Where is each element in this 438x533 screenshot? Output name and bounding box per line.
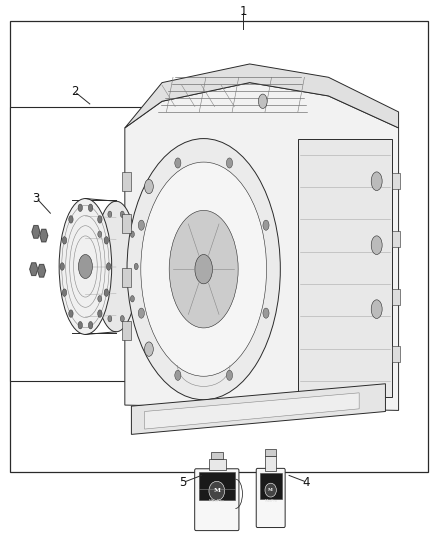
Ellipse shape	[263, 308, 269, 318]
Text: 2: 2	[71, 85, 78, 98]
Ellipse shape	[104, 289, 109, 296]
Ellipse shape	[175, 370, 181, 381]
Ellipse shape	[120, 211, 124, 217]
Text: MaxPro: MaxPro	[209, 499, 225, 504]
Ellipse shape	[88, 204, 93, 212]
Ellipse shape	[258, 94, 267, 109]
Ellipse shape	[98, 231, 102, 237]
Ellipse shape	[141, 162, 266, 376]
Polygon shape	[32, 225, 40, 238]
Ellipse shape	[145, 179, 153, 193]
Bar	[10, 21, 428, 472]
Text: 4: 4	[303, 477, 311, 489]
Ellipse shape	[108, 316, 112, 322]
Text: 5: 5	[180, 477, 187, 489]
Polygon shape	[40, 229, 48, 242]
Ellipse shape	[138, 220, 145, 230]
Ellipse shape	[138, 308, 145, 318]
Text: MaxPro: MaxPro	[264, 499, 277, 503]
Polygon shape	[38, 264, 46, 277]
Circle shape	[265, 483, 276, 497]
Bar	[122, 268, 131, 287]
Ellipse shape	[62, 289, 67, 296]
Ellipse shape	[78, 204, 82, 212]
Ellipse shape	[94, 201, 138, 332]
Ellipse shape	[88, 321, 93, 329]
Ellipse shape	[371, 236, 382, 255]
Ellipse shape	[60, 263, 64, 270]
Bar	[122, 214, 131, 233]
Ellipse shape	[169, 211, 238, 328]
Bar	[211, 452, 223, 458]
Bar	[265, 449, 276, 456]
Ellipse shape	[78, 255, 92, 279]
Ellipse shape	[371, 172, 382, 191]
Polygon shape	[30, 263, 38, 276]
Ellipse shape	[78, 321, 82, 329]
Ellipse shape	[127, 139, 280, 400]
Ellipse shape	[195, 255, 212, 284]
Ellipse shape	[120, 316, 124, 322]
Ellipse shape	[69, 216, 73, 223]
Bar	[199, 472, 235, 500]
Ellipse shape	[226, 158, 233, 168]
Ellipse shape	[62, 237, 67, 244]
Ellipse shape	[131, 296, 134, 302]
Bar	[392, 231, 400, 247]
Ellipse shape	[98, 216, 102, 223]
Text: 1: 1	[239, 5, 247, 18]
Ellipse shape	[106, 263, 111, 270]
Text: M: M	[268, 488, 273, 492]
Ellipse shape	[59, 199, 112, 335]
FancyBboxPatch shape	[256, 469, 285, 528]
Polygon shape	[131, 384, 385, 434]
Polygon shape	[125, 83, 399, 410]
Polygon shape	[145, 393, 359, 429]
Bar	[260, 473, 282, 498]
Bar	[392, 346, 400, 362]
Bar	[209, 458, 226, 470]
Polygon shape	[125, 64, 399, 128]
Bar	[122, 321, 131, 340]
Bar	[298, 139, 392, 397]
Ellipse shape	[104, 237, 109, 244]
Bar	[392, 289, 400, 305]
Bar	[392, 173, 400, 189]
Bar	[10, 107, 176, 381]
Ellipse shape	[371, 300, 382, 319]
Ellipse shape	[98, 310, 102, 317]
Ellipse shape	[226, 370, 233, 381]
Ellipse shape	[69, 310, 73, 317]
Ellipse shape	[145, 342, 153, 357]
Ellipse shape	[108, 211, 112, 217]
Ellipse shape	[263, 220, 269, 230]
Ellipse shape	[98, 296, 102, 302]
FancyBboxPatch shape	[194, 469, 239, 531]
Text: M: M	[213, 488, 220, 494]
Ellipse shape	[131, 231, 134, 237]
Ellipse shape	[134, 263, 138, 270]
Ellipse shape	[175, 158, 181, 168]
Text: 3: 3	[32, 192, 39, 205]
Bar	[265, 456, 276, 471]
Bar	[122, 172, 131, 191]
Circle shape	[209, 481, 225, 500]
